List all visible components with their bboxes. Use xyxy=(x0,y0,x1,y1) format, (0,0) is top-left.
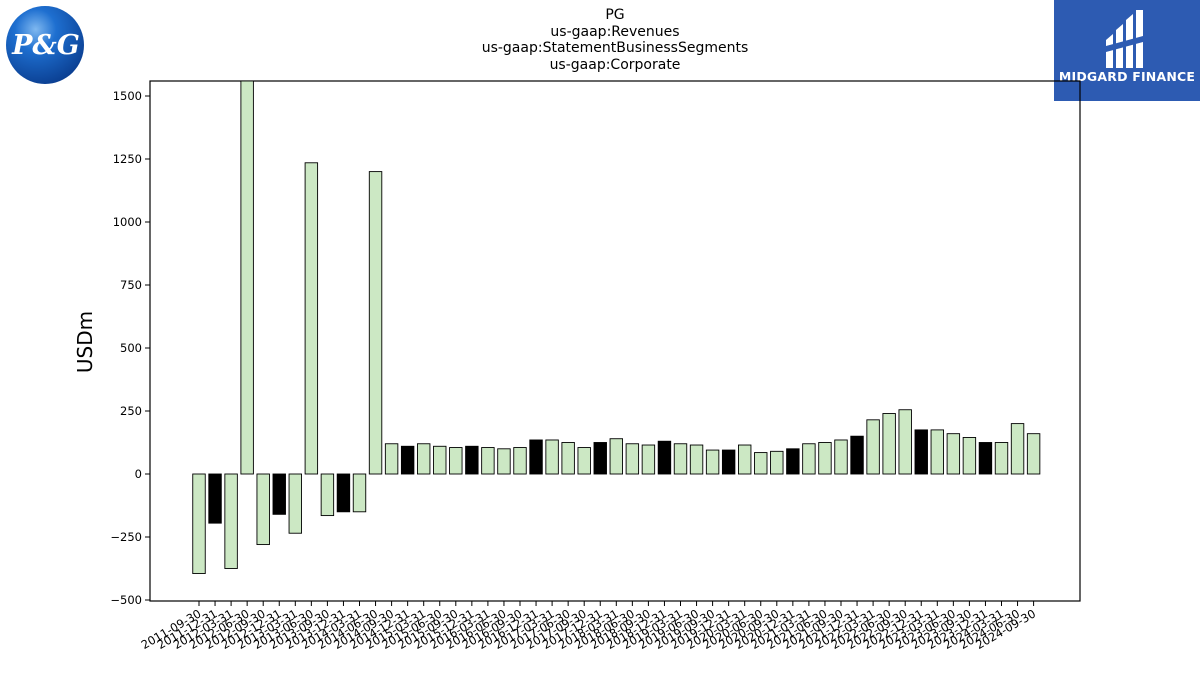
plot-frame xyxy=(149,80,1081,602)
y-tick-label: 0 xyxy=(135,467,142,481)
bar-2015-03-31 xyxy=(417,443,431,475)
bar-2012-09-30 xyxy=(256,473,270,546)
bar-2013-06-30 xyxy=(304,162,319,475)
bar-2013-09-30 xyxy=(320,473,335,517)
bar-2012-12-31 xyxy=(272,473,286,515)
bar-2023-06-30 xyxy=(946,433,961,475)
bar-2014-09-30 xyxy=(384,443,399,475)
y-axis-ticks: −500 −250 0 250 500 750 1000 1250 1500 xyxy=(110,89,150,607)
x-axis-ticks: 2011-09-302011-12-312012-03-312012-06-30… xyxy=(139,601,1038,652)
plot-area xyxy=(149,80,1081,602)
bar-2018-12-31 xyxy=(657,440,672,475)
title-line-member: us-gaap:Corporate xyxy=(549,56,681,73)
midgard-emblem-icon xyxy=(1106,10,1143,68)
y-tick-label: 1250 xyxy=(113,152,142,166)
bar-2023-12-31 xyxy=(978,442,993,475)
bar-2017-06-30 xyxy=(561,442,575,475)
pg-logo-text: P&G xyxy=(11,30,80,61)
bar-2017-09-30 xyxy=(577,447,591,475)
bar-2017-12-31 xyxy=(593,442,607,475)
bar-2022-06-30 xyxy=(882,413,896,475)
bar-2011-12-31 xyxy=(208,473,222,524)
bar-2021-12-31 xyxy=(850,435,864,475)
midgard-finance-logo: MIDGARD FINANCE xyxy=(1054,0,1200,101)
bar-2019-06-30 xyxy=(689,444,704,475)
bar-2016-06-30 xyxy=(497,448,511,475)
bar-2015-12-31 xyxy=(465,445,479,475)
bar-2020-09-30 xyxy=(770,450,784,475)
bar-2022-12-31 xyxy=(914,429,928,475)
bar-2016-03-31 xyxy=(481,447,495,475)
bar-2017-03-31 xyxy=(545,439,559,475)
bar-2014-03-31 xyxy=(352,473,367,513)
bar-2014-12-31 xyxy=(400,445,415,475)
bar-2016-09-30 xyxy=(513,447,527,475)
bar-2015-06-30 xyxy=(433,445,447,475)
bar-2022-09-30 xyxy=(898,409,912,475)
bar-2020-12-31 xyxy=(786,448,800,475)
chart-title: PG us-gaap:Revenues us-gaap:StatementBus… xyxy=(150,7,1080,73)
bar-2013-12-31 xyxy=(336,473,351,513)
bar-2022-03-31 xyxy=(866,419,880,475)
bar-2024-06-30 xyxy=(1010,423,1025,475)
bar-2012-03-31 xyxy=(224,473,238,569)
title-line-concept: us-gaap:Revenues xyxy=(550,23,680,40)
y-tick-label: 1000 xyxy=(113,215,142,229)
bar-2021-06-30 xyxy=(818,442,832,475)
bar-2018-09-30 xyxy=(641,444,656,475)
bar-2013-03-31 xyxy=(288,473,302,534)
y-tick-label: −250 xyxy=(110,530,142,544)
bar-2020-03-31 xyxy=(738,444,752,475)
title-line-ticker: PG xyxy=(605,7,625,23)
bar-2021-03-31 xyxy=(802,443,816,475)
bar-2024-03-31 xyxy=(994,442,1009,475)
bar-2018-06-30 xyxy=(625,443,640,475)
y-tick-label: 250 xyxy=(120,404,142,418)
bar-2023-03-31 xyxy=(930,429,944,475)
bar-2019-12-31 xyxy=(721,449,736,475)
y-axis-label: USDm xyxy=(73,311,97,373)
bar-2016-12-31 xyxy=(529,439,543,475)
midgard-finance-label: MIDGARD FINANCE xyxy=(1058,69,1196,84)
bar-2012-06-30 xyxy=(240,80,254,475)
bar-2018-03-31 xyxy=(609,438,623,475)
bar-2014-06-30 xyxy=(368,171,383,475)
bar-2020-06-30 xyxy=(754,452,768,475)
bar-2011-09-30 xyxy=(192,473,206,574)
bar-2023-09-30 xyxy=(962,437,977,475)
y-tick-label: 500 xyxy=(120,341,142,355)
bar-2019-03-31 xyxy=(673,443,688,475)
bar-2021-09-30 xyxy=(834,439,848,475)
title-line-axis: us-gaap:StatementBusinessSegments xyxy=(481,40,749,56)
bars xyxy=(192,80,1041,574)
y-tick-label: −500 xyxy=(110,593,142,607)
bar-2024-09-30 xyxy=(1026,433,1041,475)
bar-2019-09-30 xyxy=(705,449,720,475)
y-tick-label: 1500 xyxy=(113,89,142,103)
bar-2015-09-30 xyxy=(449,447,463,475)
y-tick-label: 750 xyxy=(120,278,142,292)
pg-logo: P&G xyxy=(6,6,84,84)
